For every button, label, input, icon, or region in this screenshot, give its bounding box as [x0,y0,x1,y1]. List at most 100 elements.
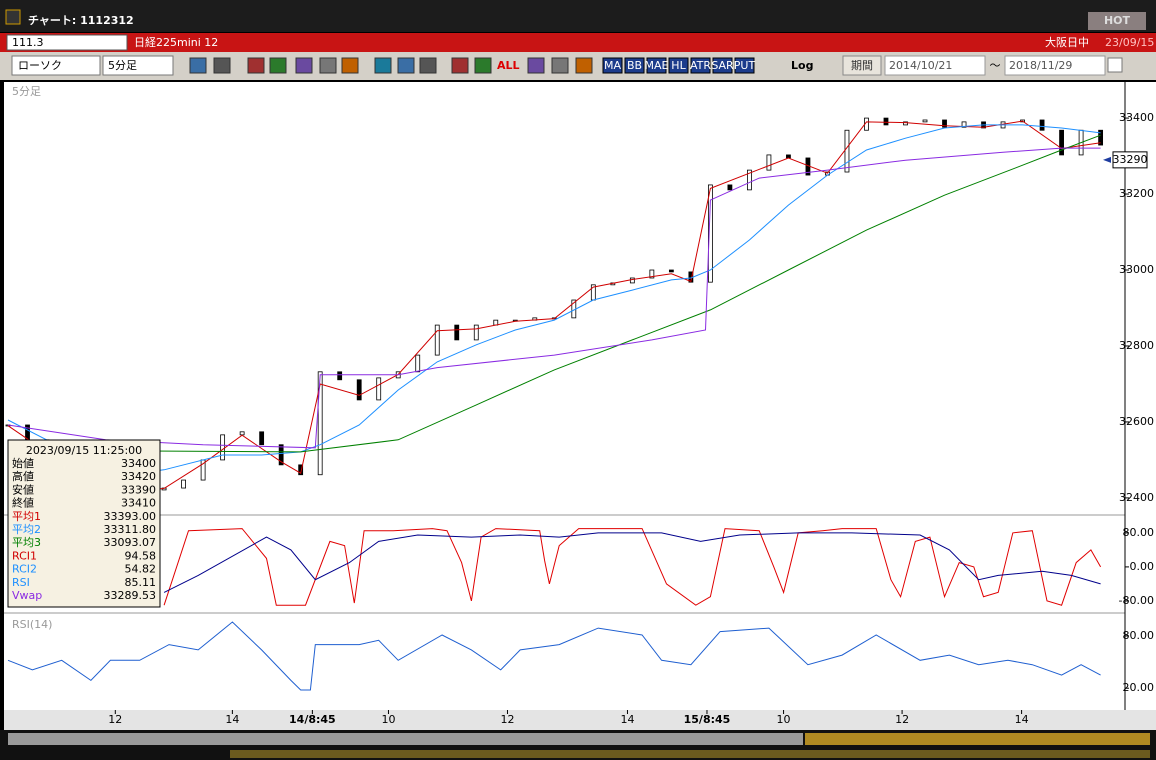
period-button[interactable] [842,55,882,76]
info-value: 33311.80 [104,523,157,536]
y-tick-label: 20.00 [1123,681,1155,694]
symbol-field[interactable] [6,34,128,51]
style-select[interactable] [11,55,101,76]
tilde: 〜 [990,59,1001,72]
hot-label: HOT [1104,14,1131,27]
candle [903,121,908,126]
info-value: 94.58 [125,549,157,562]
last-price-box [1112,151,1148,169]
date-to: 2018/11/29 [1009,59,1072,72]
toolbar-icon[interactable] [213,57,231,74]
tool-log[interactable]: Log [791,59,813,72]
info-label: RCI1 [12,549,37,562]
candle [844,129,850,173]
toolbar-icon[interactable] [474,57,492,74]
candle [922,119,928,123]
x-tick-label: 12 [895,713,909,726]
toolbar-icon[interactable] [397,57,415,74]
market: 大阪日中 [1045,35,1089,49]
candle [942,119,947,128]
toolbar-icon[interactable] [269,57,287,74]
date-from-field[interactable] [884,55,986,76]
y-tick-label: 80.00 [1123,526,1155,539]
toolbar-icon[interactable] [602,57,623,74]
toolbar-icon[interactable] [527,57,545,74]
toolbar-icon[interactable] [189,57,207,74]
pane-label: 5分足 [12,85,41,98]
scroll-overview [8,733,803,745]
candle [747,169,752,191]
x-axis-strip [4,710,1156,730]
date: 23/09/15 [1105,36,1154,49]
toolbar-label: MA [604,59,621,72]
checkbox[interactable] [1107,57,1123,73]
y-tick-label: -80.00 [1119,594,1154,607]
toolbar-icon[interactable] [575,57,593,74]
toolbar-icon[interactable] [341,57,359,74]
toolbar-label: PUT [734,59,756,72]
scroll-range [230,750,1150,758]
toolbar-icon[interactable] [451,57,469,74]
candle [278,444,284,466]
toolbar-icon[interactable] [319,57,337,74]
candle [707,184,713,283]
toolbar-icon[interactable] [624,57,645,74]
info-box: 2023/09/15 11:25:00 始値 33400 高値 33420 安値 3339… [7,439,161,608]
interval-select[interactable] [102,55,174,76]
y-tick-label: 32800 [1119,339,1154,352]
info-value: 54.82 [125,563,157,576]
candle [454,324,460,341]
info-label: 平均3 [12,536,41,549]
x-tick-label: 12 [500,713,514,726]
last-price-arrow [1103,156,1111,163]
candle [220,434,226,461]
toolbar-label: SAR [711,59,734,72]
indicator-line [163,532,1101,593]
toolbar-icon[interactable] [646,57,667,74]
toolbar-icon[interactable] [712,57,733,74]
info-label: 安値 [12,482,34,496]
candle [376,377,382,401]
toolbar-icon[interactable] [734,57,755,74]
info-value: 33420 [121,470,156,483]
y-tick-label: 80.00 [1123,629,1155,642]
toolbar-icon[interactable] [690,57,711,74]
x-tick-label: 10 [381,713,395,726]
title-bar [0,0,1156,32]
info-box-frame [7,439,161,608]
toolbar-icon[interactable] [247,57,265,74]
plot-background [4,82,1156,710]
pane-label: RSI(14) [12,618,52,631]
info-value: 33400 [121,457,156,470]
indicator-line [7,124,1101,476]
hot-button[interactable] [1088,12,1146,30]
candle [1059,129,1064,156]
toolbar-icon[interactable] [551,57,569,74]
info-value: 33289.53 [104,589,157,602]
y-tick-label: 33000 [1119,263,1154,276]
tool-all[interactable]: ALL [497,59,520,72]
info-label: RCI2 [12,563,37,576]
toolbar-label: BB [627,59,642,72]
scroll-thumb[interactable] [805,733,1150,745]
candle [356,379,362,401]
info-label: Vwap [12,589,42,602]
candle [961,121,967,128]
candle [473,324,479,341]
toolbar-icon[interactable] [374,57,392,74]
info-datetime: 2023/09/15 11:25:00 [26,444,142,457]
info-value: 33390 [121,483,156,496]
toolbar-icon[interactable] [668,57,689,74]
app-icon [5,9,21,25]
toolbar-icon[interactable] [295,57,313,74]
date-to-field[interactable] [1004,55,1106,76]
pane: RSI(14) 80.00 20.00 [7,618,1155,694]
candle [415,354,421,373]
candle [727,184,733,191]
pane: 80.00 0.00 -80.00 [163,526,1155,607]
info-value: 33093.07 [104,536,157,549]
period-label: 期間 [851,59,873,72]
toolbar-icon[interactable] [419,57,437,74]
candle [259,431,265,446]
toolbar-label: ATR [690,59,711,72]
